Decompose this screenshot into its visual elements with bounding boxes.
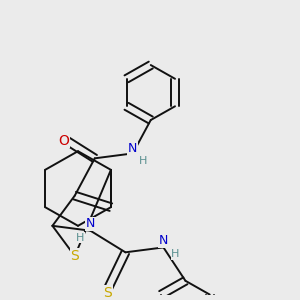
Text: N: N bbox=[159, 234, 168, 247]
Text: O: O bbox=[58, 134, 69, 148]
Text: S: S bbox=[103, 286, 112, 300]
Text: H: H bbox=[139, 156, 147, 166]
Text: S: S bbox=[70, 249, 79, 263]
Text: H: H bbox=[76, 232, 85, 243]
Text: N: N bbox=[128, 142, 137, 155]
Text: N: N bbox=[86, 218, 95, 230]
Text: H: H bbox=[171, 249, 180, 259]
